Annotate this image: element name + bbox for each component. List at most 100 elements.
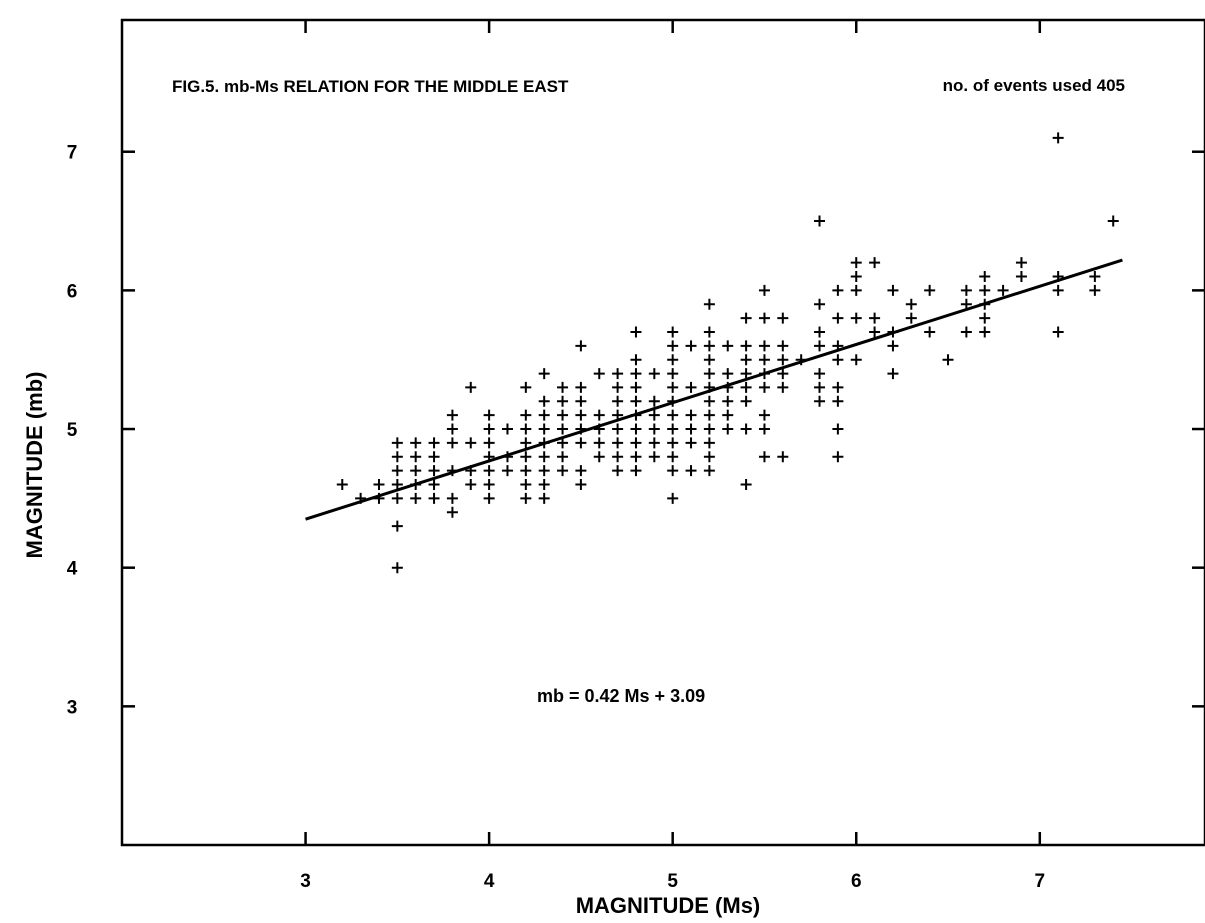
- data-point: [832, 381, 844, 393]
- data-point: [777, 354, 789, 366]
- data-point: [575, 437, 587, 449]
- data-point: [612, 368, 624, 380]
- x-tick-label: 3: [300, 871, 311, 892]
- data-point: [997, 284, 1009, 296]
- data-point: [667, 409, 679, 421]
- data-point: [703, 354, 715, 366]
- data-point: [428, 465, 440, 477]
- data-point: [924, 326, 936, 338]
- data-point: [777, 340, 789, 352]
- data-point: [685, 437, 697, 449]
- data-point: [740, 423, 752, 435]
- data-point: [630, 381, 642, 393]
- data-point: [483, 465, 495, 477]
- data-point: [979, 326, 991, 338]
- data-point: [648, 409, 660, 421]
- data-point: [520, 465, 532, 477]
- data-point: [648, 368, 660, 380]
- data-point: [740, 395, 752, 407]
- data-point: [483, 409, 495, 421]
- data-point: [336, 478, 348, 490]
- data-point: [593, 368, 605, 380]
- data-point: [685, 423, 697, 435]
- data-point: [446, 409, 458, 421]
- data-point: [832, 312, 844, 324]
- data-point: [667, 326, 679, 338]
- data-point: [832, 395, 844, 407]
- y-tick-label: 6: [67, 281, 78, 302]
- data-point: [887, 284, 899, 296]
- data-point: [703, 437, 715, 449]
- data-point: [648, 395, 660, 407]
- data-point: [465, 437, 477, 449]
- data-point: [483, 478, 495, 490]
- data-point: [593, 437, 605, 449]
- data-point: [869, 312, 881, 324]
- x-axis-title: MAGNITUDE (Ms): [576, 893, 761, 918]
- data-points: [336, 132, 1119, 574]
- data-point: [465, 465, 477, 477]
- data-point: [832, 423, 844, 435]
- y-axis-title: MAGNITUDE (mb): [22, 372, 47, 559]
- data-point: [538, 437, 550, 449]
- data-point: [538, 478, 550, 490]
- data-point: [832, 451, 844, 463]
- data-point: [428, 478, 440, 490]
- data-point: [483, 437, 495, 449]
- data-point: [667, 437, 679, 449]
- data-point: [465, 381, 477, 393]
- data-point: [483, 492, 495, 504]
- data-point: [557, 437, 569, 449]
- data-point: [612, 423, 624, 435]
- data-point: [520, 437, 532, 449]
- data-point: [667, 492, 679, 504]
- data-point: [703, 368, 715, 380]
- data-point: [832, 354, 844, 366]
- data-point: [446, 423, 458, 435]
- data-point: [960, 298, 972, 310]
- data-point: [924, 284, 936, 296]
- data-point: [410, 478, 422, 490]
- data-point: [1089, 284, 1101, 296]
- data-point: [758, 409, 770, 421]
- data-point: [1015, 257, 1027, 269]
- data-point: [722, 368, 734, 380]
- data-point: [740, 340, 752, 352]
- data-point: [667, 465, 679, 477]
- data-point: [722, 423, 734, 435]
- data-point: [979, 298, 991, 310]
- axis-ticks: [122, 20, 1205, 845]
- data-point: [667, 354, 679, 366]
- x-tick-label: 6: [851, 871, 862, 892]
- data-point: [575, 381, 587, 393]
- data-point: [814, 395, 826, 407]
- data-point: [520, 478, 532, 490]
- data-point: [740, 381, 752, 393]
- data-point: [758, 368, 770, 380]
- data-point: [538, 451, 550, 463]
- data-point: [777, 381, 789, 393]
- data-point: [740, 354, 752, 366]
- data-point: [557, 381, 569, 393]
- data-point: [630, 423, 642, 435]
- data-point: [703, 451, 715, 463]
- data-point: [960, 284, 972, 296]
- data-point: [373, 492, 385, 504]
- data-point: [446, 492, 458, 504]
- data-point: [814, 326, 826, 338]
- x-tick-label: 5: [667, 871, 678, 892]
- y-tick-label: 7: [67, 143, 78, 164]
- data-point: [1052, 271, 1064, 283]
- data-point: [575, 395, 587, 407]
- data-point: [1107, 215, 1119, 227]
- data-point: [703, 395, 715, 407]
- data-point: [942, 354, 954, 366]
- data-point: [612, 465, 624, 477]
- data-point: [777, 368, 789, 380]
- data-point: [740, 478, 752, 490]
- data-point: [648, 437, 660, 449]
- data-point: [758, 381, 770, 393]
- data-point: [612, 381, 624, 393]
- data-point: [391, 465, 403, 477]
- plot-frame: [120, 18, 1205, 847]
